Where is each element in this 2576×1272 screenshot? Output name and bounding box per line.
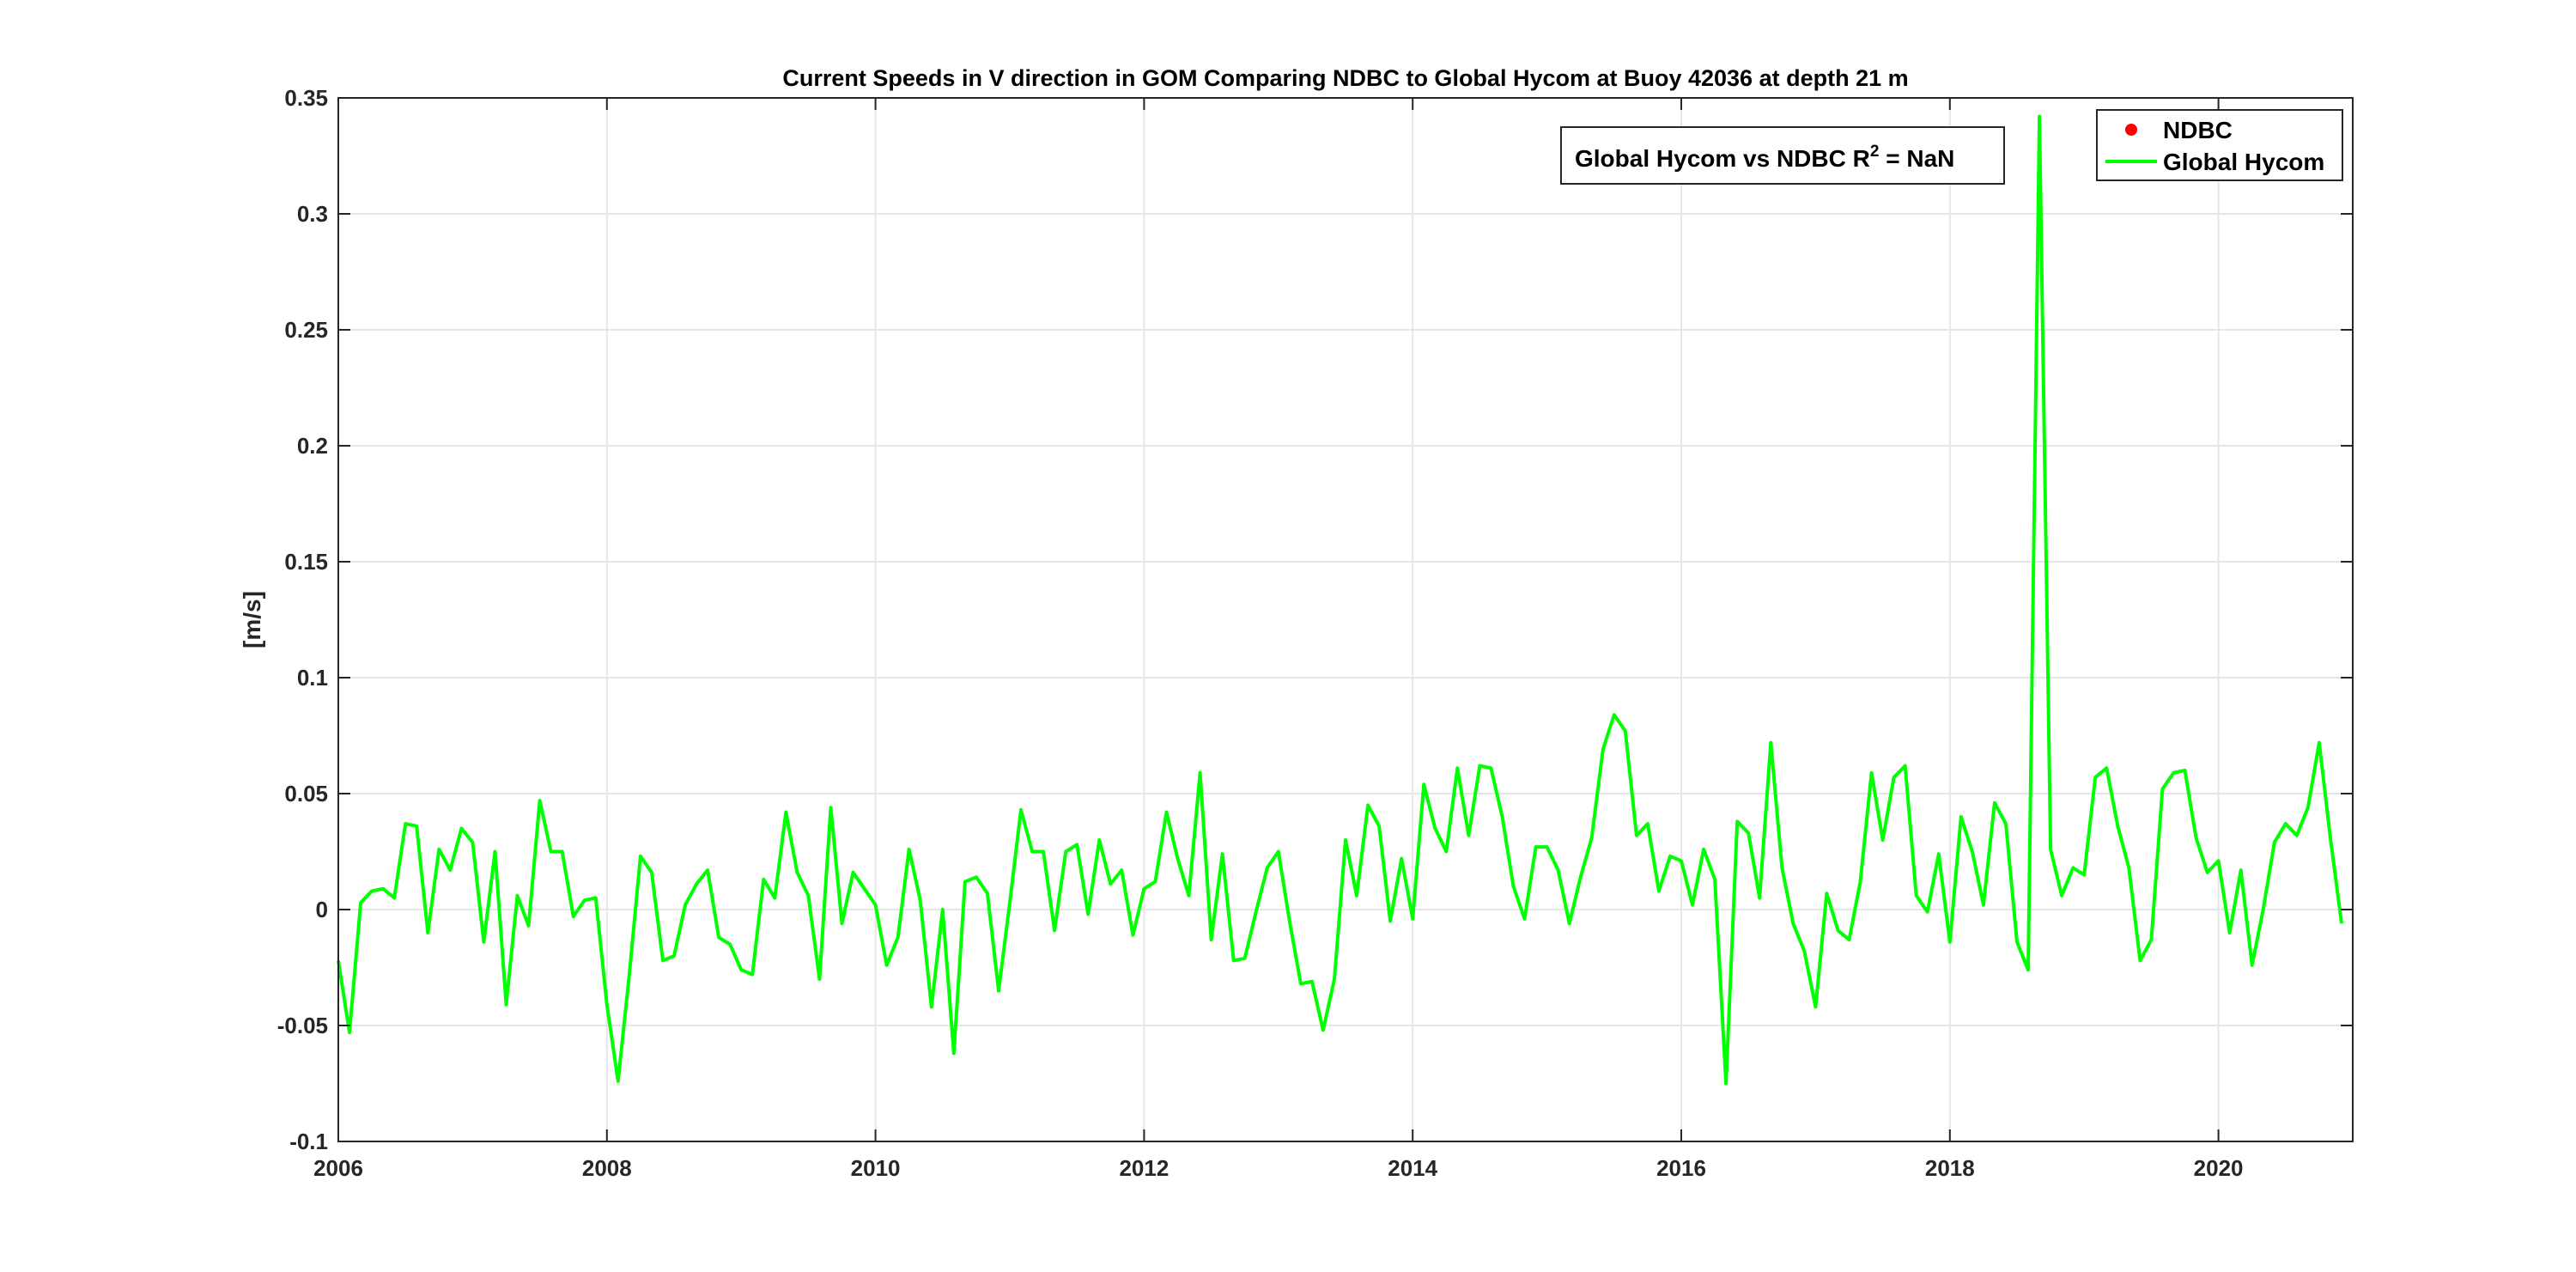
y-tick-label: 0 (316, 897, 328, 922)
y-tick-label: 0.3 (297, 201, 328, 227)
y-tick-label: 0.25 (284, 317, 328, 343)
annotation-text: Global Hycom vs NDBC R2 = NaN (1575, 143, 1954, 172)
x-tick-label: 2012 (1119, 1155, 1169, 1181)
ticks (337, 97, 2353, 1142)
x-tick-label: 2014 (1388, 1155, 1437, 1181)
series-line-global-hycom (337, 114, 2343, 1086)
plot-frame (337, 97, 2354, 1142)
x-tick-label: 2008 (582, 1155, 632, 1181)
x-tick-label: 2020 (2194, 1155, 2244, 1181)
y-tick-label: -0.1 (289, 1129, 328, 1154)
annotation-suffix: = NaN (1879, 145, 1954, 172)
y-tick-label: 0.35 (284, 85, 328, 111)
y-tick-label: 0.2 (297, 433, 328, 459)
legend-marker-ndbc (2125, 124, 2137, 136)
y-tick-label: 0.05 (284, 781, 328, 806)
y-axis-label: [m/s] (239, 591, 265, 648)
r-squared-annotation: Global Hycom vs NDBC R2 = NaN (1560, 126, 2005, 185)
series-layer (337, 114, 2343, 1086)
x-tick-label: 2016 (1656, 1155, 1706, 1181)
x-tick-label: 2010 (851, 1155, 901, 1181)
chart-title: Current Speeds in V direction in GOM Com… (782, 65, 1908, 91)
legend: NDBC Global Hycom (2096, 109, 2343, 181)
annotation-superscript: 2 (1870, 143, 1880, 161)
y-tick-label: -0.05 (277, 1013, 328, 1038)
annotation-prefix: Global Hycom vs NDBC R (1575, 145, 1870, 172)
legend-box (2096, 109, 2343, 181)
plot-area (338, 98, 2353, 1141)
x-tick-label: 2018 (1925, 1155, 1975, 1181)
tick-labels: -0.1 -0.05 0 0.05 0.1 0.15 0.2 0.25 0.3 0.35 2006 2… (277, 85, 2244, 1181)
y-tick-label: 0.1 (297, 665, 328, 691)
legend-label-global-hycom: Global Hycom (2163, 149, 2324, 175)
y-tick-label: 0.15 (284, 549, 328, 575)
legend-label-ndbc: NDBC (2163, 117, 2233, 143)
annotation-box (1560, 126, 2005, 185)
x-tick-label: 2006 (313, 1155, 363, 1181)
